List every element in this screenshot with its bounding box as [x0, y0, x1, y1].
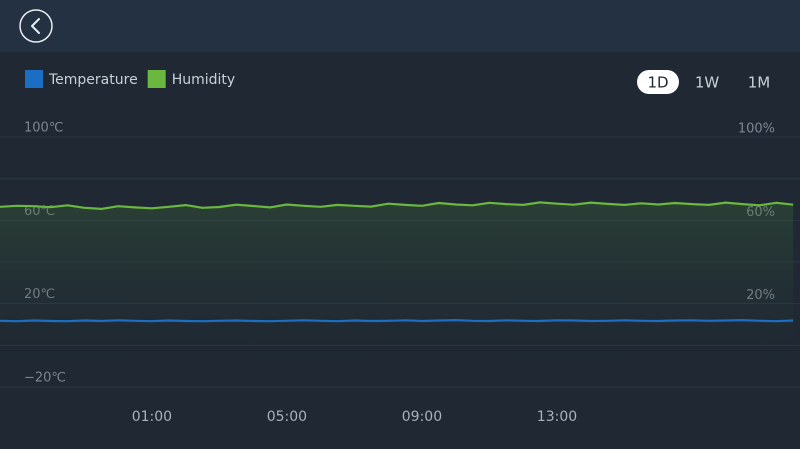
- range-button[interactable]: 1W: [695, 74, 720, 92]
- legend-swatch: [25, 70, 43, 88]
- range-button-bg: [637, 70, 679, 94]
- legend-label: Temperature: [48, 72, 138, 88]
- range-button[interactable]: 1M: [748, 74, 771, 92]
- area-fill: [0, 202, 794, 387]
- top-bar: [0, 0, 800, 52]
- series-line: [0, 319, 794, 323]
- legend-label: Humidity: [172, 72, 235, 88]
- range-button-label: 1M: [748, 74, 771, 92]
- range-button-label: 1D: [647, 74, 668, 92]
- x-tick-label: 05:00: [267, 409, 307, 425]
- x-tick-label: 01:00: [132, 409, 172, 425]
- range-button[interactable]: 1D: [637, 70, 679, 94]
- back-button[interactable]: [19, 9, 53, 43]
- legend-swatch: [147, 70, 166, 88]
- y2-tick-label: 100%: [738, 122, 775, 137]
- x-tick-label: 13:00: [537, 409, 577, 425]
- x-tick-label: 09:00: [402, 409, 442, 425]
- range-button-label: 1W: [695, 74, 720, 92]
- y-tick-label: 100℃: [24, 121, 63, 136]
- series-line: [0, 201, 794, 210]
